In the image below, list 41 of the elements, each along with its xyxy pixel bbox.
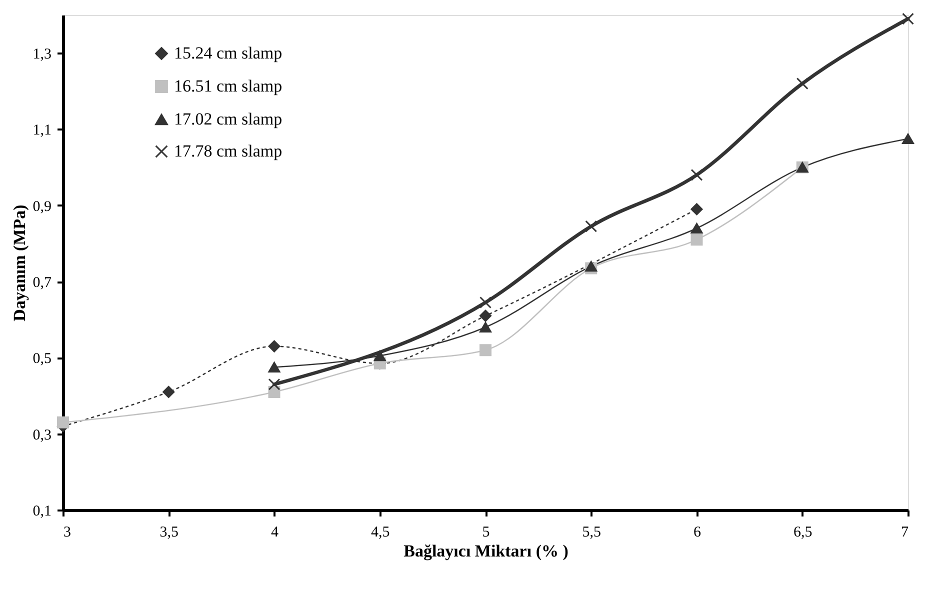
point [796,78,808,90]
point [480,322,492,333]
legend-label: 17.78 cm slamp [174,142,282,160]
point [585,261,598,272]
y-tick-label: 0,7 [32,275,52,292]
point [690,203,703,216]
point [480,344,492,356]
point [268,362,280,373]
x-tick-label: 3 [64,524,71,540]
x-tick-label: 6 [694,524,702,540]
x-tick-label: 4,5 [371,524,390,540]
y-tick-label: 0,5 [32,351,52,368]
legend-label: 17.02 cm slamp [174,110,282,128]
y-tick-label: 1,1 [32,122,52,139]
point [902,133,914,144]
y-tick-label: 0,9 [32,198,52,215]
legend-label: 15.24 cm slamp [174,44,282,62]
point [480,296,492,308]
point [268,340,280,352]
x-tick-label: 3,5 [160,524,178,540]
y-tick-label: 1,3 [32,46,52,63]
point [690,168,703,181]
point [585,220,598,232]
legend-label: 16.51 cm slamp [174,76,282,96]
point [268,378,280,390]
x-tick-label: 6,5 [794,524,812,540]
x-tick-label: 7 [901,524,909,540]
point [902,12,914,25]
point [162,386,175,398]
point [690,222,703,234]
x-tick-label: 5,5 [582,524,601,540]
x-tick-label: 5 [482,524,490,540]
y-tick-label: 0,3 [32,427,52,444]
x-axis-title: Bağlayıcı Miktarı (% ) [404,542,568,560]
y-tick-label: 0,1 [32,504,52,520]
y-axis-title: Dayanım (MPa) [10,204,29,322]
point [57,416,69,428]
x-tick-label: 4 [271,524,279,540]
point [374,350,386,362]
point [690,234,703,246]
point [480,310,492,322]
